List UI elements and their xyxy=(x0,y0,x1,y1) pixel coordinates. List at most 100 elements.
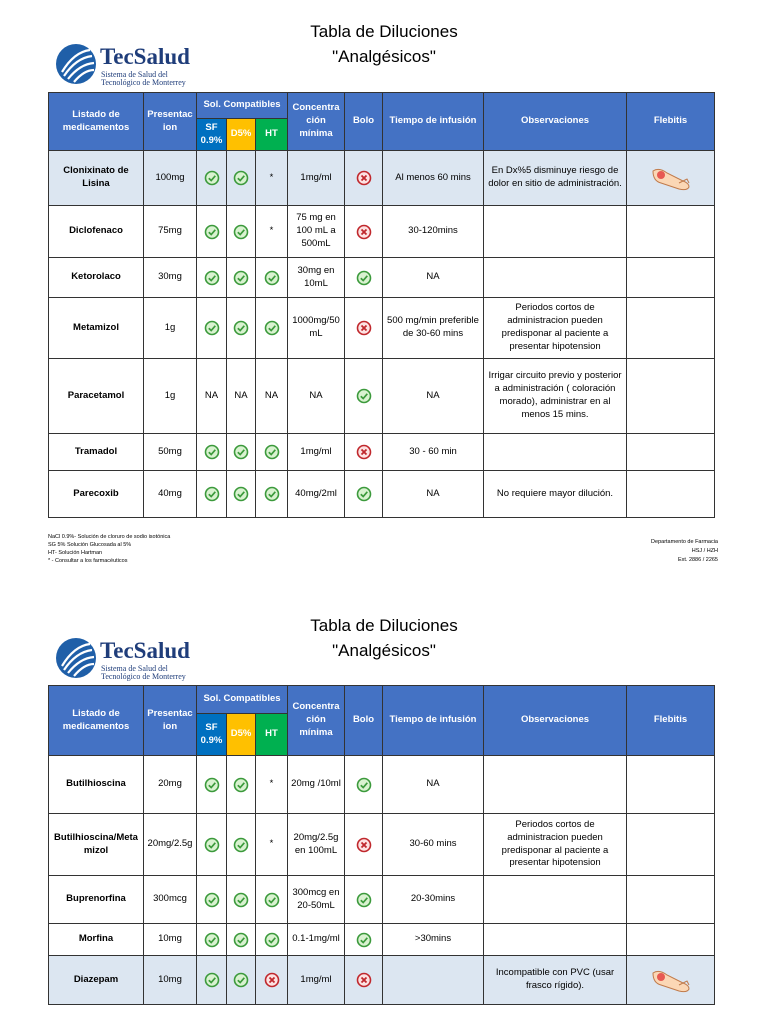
cell xyxy=(626,433,715,471)
cell xyxy=(255,433,288,471)
check-icon xyxy=(233,972,249,988)
cell xyxy=(255,875,288,924)
drug-name: Clonixinato de Lisina xyxy=(48,150,144,206)
cell xyxy=(196,923,227,956)
header-cell: Listado de medicamentos xyxy=(48,685,144,756)
cell xyxy=(626,755,715,814)
cell xyxy=(626,257,715,298)
cell: NA xyxy=(382,358,484,434)
cell: Al menos 60 mins xyxy=(382,150,484,206)
check-icon xyxy=(204,320,220,336)
flebitis-icon xyxy=(649,163,693,193)
contact: Departamento de Farmacia xyxy=(651,539,718,545)
cell xyxy=(226,813,256,876)
header-cell: SF 0.9% xyxy=(196,118,227,151)
header-cell: HT xyxy=(255,713,288,756)
cell xyxy=(483,923,627,956)
check-icon xyxy=(264,486,280,502)
cell xyxy=(196,150,227,206)
cell: NA xyxy=(382,257,484,298)
cell xyxy=(344,150,383,206)
cell: 10mg xyxy=(143,923,197,956)
cell xyxy=(344,257,383,298)
cell: 40mg xyxy=(143,470,197,518)
cell xyxy=(626,470,715,518)
cell: 75 mg en 100 mL a 500mL xyxy=(287,205,345,258)
cell xyxy=(255,257,288,298)
cell: NA xyxy=(382,470,484,518)
cell: NA xyxy=(382,755,484,814)
check-icon xyxy=(356,270,372,286)
cell xyxy=(344,205,383,258)
drug-name: Ketorolaco xyxy=(48,257,144,298)
cell xyxy=(226,955,256,1005)
header-cell: Observaciones xyxy=(483,92,627,151)
cell xyxy=(196,297,227,359)
logo-line: Sistema de Salud del xyxy=(101,664,168,673)
check-icon xyxy=(233,892,249,908)
cell: 20mg/2.5g xyxy=(143,813,197,876)
cell: * xyxy=(255,150,288,206)
cell xyxy=(196,955,227,1005)
cell: 1000mg/50 mL xyxy=(287,297,345,359)
check-icon xyxy=(233,224,249,240)
cell xyxy=(626,923,715,956)
drug-name: Paracetamol xyxy=(48,358,144,434)
cell xyxy=(196,813,227,876)
cell xyxy=(344,923,383,956)
cross-icon xyxy=(356,972,372,988)
cell xyxy=(344,813,383,876)
header-cell: Flebitis xyxy=(626,685,715,756)
subtitle: "Analgésicos" xyxy=(332,641,436,660)
cell: 20mg xyxy=(143,755,197,814)
drug-name: Buprenorfina xyxy=(48,875,144,924)
cell: Incompatible con PVC (usar frasco rígido… xyxy=(483,955,627,1005)
title: Tabla de Diluciones xyxy=(310,22,458,41)
cell: 1mg/ml xyxy=(287,955,345,1005)
check-icon xyxy=(204,972,220,988)
check-icon xyxy=(264,932,280,948)
subtitle: "Analgésicos" xyxy=(332,47,436,66)
cell xyxy=(226,257,256,298)
header-cell: Tiempo de infusión xyxy=(382,92,484,151)
cell xyxy=(344,875,383,924)
cell: 300mcg xyxy=(143,875,197,924)
check-icon xyxy=(264,270,280,286)
cell xyxy=(483,875,627,924)
flebitis-icon xyxy=(649,965,693,995)
drug-name: Parecoxib xyxy=(48,470,144,518)
header-cell: Observaciones xyxy=(483,685,627,756)
logo: TecSalud Sistema de Salud del Tecnológico … xyxy=(50,636,200,682)
cell xyxy=(226,470,256,518)
cell: 10mg xyxy=(143,955,197,1005)
check-icon xyxy=(233,320,249,336)
header-cell: Bolo xyxy=(344,685,383,756)
drug-name: Metamizol xyxy=(48,297,144,359)
logo-line: Tecnológico de Monterrey xyxy=(101,78,186,87)
cell: 1mg/ml xyxy=(287,150,345,206)
check-icon xyxy=(264,320,280,336)
cell xyxy=(344,755,383,814)
drug-name: Morfina xyxy=(48,923,144,956)
check-icon xyxy=(204,837,220,853)
cross-icon xyxy=(356,224,372,240)
cell: 30-60 mins xyxy=(382,813,484,876)
cell xyxy=(626,875,715,924)
header-cell: Concentración mínima xyxy=(287,685,345,756)
check-icon xyxy=(233,444,249,460)
cell xyxy=(483,755,627,814)
contact: Ext. 2886 / 2265 xyxy=(677,557,718,563)
check-icon xyxy=(233,837,249,853)
check-icon xyxy=(204,224,220,240)
cell xyxy=(344,358,383,434)
check-icon xyxy=(264,892,280,908)
cross-icon xyxy=(356,837,372,853)
cross-icon xyxy=(264,972,280,988)
cell xyxy=(626,297,715,359)
cell xyxy=(344,955,383,1005)
cell xyxy=(196,755,227,814)
cell: NA xyxy=(287,358,345,434)
cross-icon xyxy=(356,170,372,186)
header-cell: Concentración mínima xyxy=(287,92,345,151)
